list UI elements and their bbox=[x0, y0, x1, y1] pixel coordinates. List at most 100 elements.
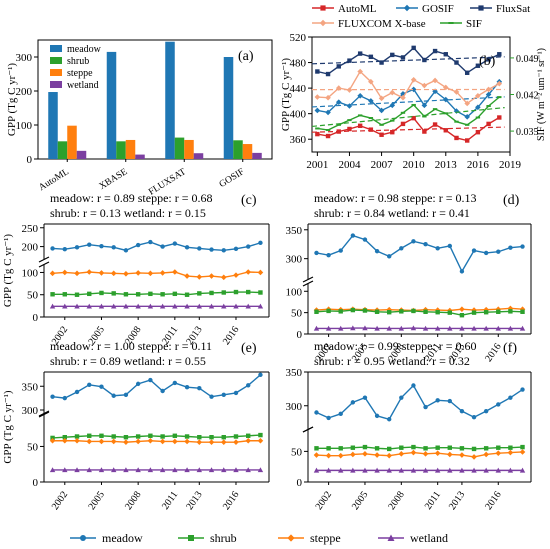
point-shrub bbox=[50, 435, 55, 441]
point-wetland bbox=[507, 467, 514, 473]
point-shrub bbox=[209, 435, 214, 440]
point-meadow bbox=[483, 250, 489, 256]
point-steppe bbox=[350, 451, 356, 458]
trend-FluxSat bbox=[311, 56, 505, 65]
point-wetland bbox=[233, 467, 239, 473]
point-shrub bbox=[111, 434, 116, 439]
point-wetland bbox=[410, 467, 417, 473]
y-tick-label: 200 bbox=[16, 86, 33, 98]
point-wetland bbox=[471, 467, 477, 473]
point-AutoML bbox=[464, 138, 470, 143]
point-AutoML bbox=[357, 123, 363, 129]
y-tick-label: 200 bbox=[22, 242, 39, 254]
y2-tick-label: 0.042 bbox=[516, 91, 539, 102]
point-SIF bbox=[411, 103, 416, 106]
point-FLUXCOM X-base bbox=[335, 85, 342, 91]
point-wetland bbox=[386, 325, 392, 331]
y-tick-label: 350 bbox=[22, 381, 39, 393]
point-shrub bbox=[423, 446, 428, 451]
point-shrub bbox=[123, 435, 129, 440]
y-axis-label: GPP (Tg C yr⁻¹) bbox=[2, 390, 14, 464]
legend-marker bbox=[319, 19, 327, 27]
point-FluxSat bbox=[475, 63, 481, 68]
point-meadow bbox=[411, 239, 416, 244]
legend-marker bbox=[188, 535, 194, 541]
point-shrub bbox=[197, 291, 202, 296]
line-shrub bbox=[52, 291, 261, 296]
point-steppe bbox=[61, 269, 68, 276]
point-meadow bbox=[362, 237, 368, 242]
point-steppe bbox=[471, 454, 477, 460]
point-steppe bbox=[233, 272, 239, 278]
point-steppe bbox=[196, 274, 203, 280]
point-FLUXCOM X-base bbox=[485, 86, 492, 93]
y-tick-label: 50 bbox=[291, 308, 303, 320]
point-SIF bbox=[400, 111, 406, 114]
y-tick-label: 50 bbox=[27, 441, 39, 453]
point-steppe bbox=[362, 451, 368, 457]
point-meadow bbox=[221, 248, 226, 253]
point-steppe bbox=[147, 270, 154, 277]
legend-label: wetland bbox=[410, 531, 448, 545]
point-meadow bbox=[496, 249, 501, 254]
y-tick-label: 350 bbox=[286, 367, 303, 379]
point-wetland bbox=[325, 467, 332, 473]
x-tick-label: 2011 bbox=[160, 489, 180, 511]
legend-label: shrub bbox=[67, 56, 89, 67]
point-steppe bbox=[98, 270, 105, 276]
point-wetland bbox=[172, 303, 178, 309]
point-SIF bbox=[454, 120, 459, 123]
point-steppe bbox=[147, 437, 154, 444]
point-shrub bbox=[399, 445, 404, 450]
bar-steppe bbox=[242, 144, 253, 159]
point-steppe bbox=[386, 306, 393, 313]
point-meadow bbox=[362, 395, 368, 400]
point-wetland bbox=[221, 467, 227, 473]
point-meadow bbox=[350, 233, 356, 238]
point-FluxSat bbox=[486, 57, 491, 62]
point-wetland bbox=[172, 467, 178, 473]
annotation: shrub: r = 0.95 wetland: r = 0.32 bbox=[314, 354, 470, 368]
point-SIF bbox=[368, 117, 374, 120]
x-tick-label: 2004 bbox=[338, 159, 361, 171]
point-shrub bbox=[459, 446, 465, 451]
point-meadow bbox=[387, 254, 392, 259]
y-tick-label: 300 bbox=[286, 401, 303, 413]
point-steppe bbox=[208, 439, 215, 445]
point-shrub bbox=[221, 435, 226, 440]
point-AutoML bbox=[411, 115, 416, 121]
point-wetland bbox=[398, 325, 405, 331]
point-meadow bbox=[111, 245, 116, 250]
point-shrub bbox=[508, 445, 513, 450]
point-meadow bbox=[423, 242, 428, 247]
point-wetland bbox=[86, 467, 92, 473]
legend-swatch bbox=[50, 45, 62, 52]
point-meadow bbox=[520, 244, 525, 249]
point-wetland bbox=[483, 325, 489, 331]
point-wetland bbox=[434, 467, 441, 473]
point-shrub bbox=[172, 433, 178, 438]
point-wetland bbox=[471, 325, 477, 331]
point-steppe bbox=[135, 270, 141, 276]
line-shrub bbox=[316, 446, 523, 450]
bar-meadow bbox=[48, 92, 58, 159]
line-steppe bbox=[52, 440, 261, 443]
point-shrub bbox=[50, 292, 55, 297]
point-GOSIF bbox=[368, 98, 374, 104]
point-meadow bbox=[246, 244, 251, 249]
point-FluxSat bbox=[411, 45, 416, 51]
point-wetland bbox=[325, 325, 332, 331]
point-SIF bbox=[443, 112, 448, 115]
point-steppe bbox=[74, 270, 80, 277]
point-meadow bbox=[471, 415, 477, 420]
point-shrub bbox=[338, 446, 343, 451]
point-meadow bbox=[135, 381, 141, 387]
x-tick-label: 2001 bbox=[306, 159, 328, 171]
legend-swatch bbox=[50, 81, 62, 88]
point-wetland bbox=[495, 467, 501, 473]
x-tick-label: 2016 bbox=[467, 159, 490, 171]
point-FluxSat bbox=[422, 57, 427, 63]
axis-break-mark bbox=[302, 426, 314, 433]
